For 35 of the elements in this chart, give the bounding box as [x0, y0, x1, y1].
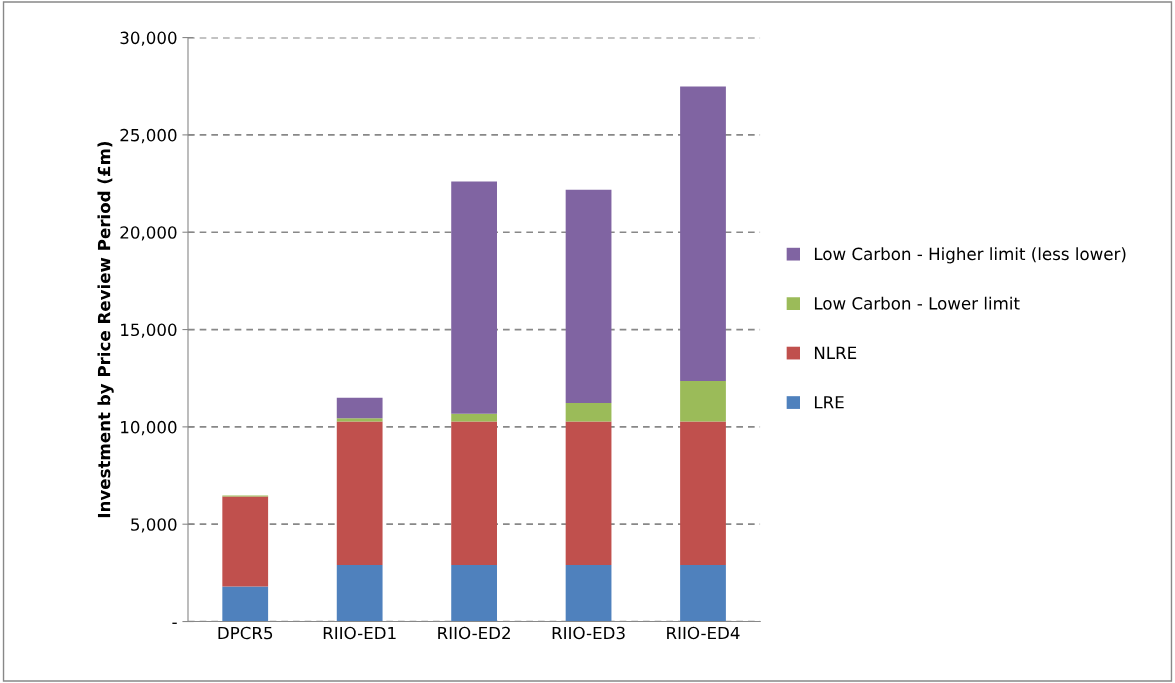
x-tick-label: RIIO-ED4: [667, 626, 740, 640]
bar: [680, 380, 726, 422]
legend-label: Low Carbon - Lower limit: [814, 296, 1020, 310]
bar: [222, 496, 269, 587]
legend-label: NLRE: [814, 346, 857, 359]
y-tick-label: 10,000: [121, 420, 177, 436]
bar: [451, 413, 497, 422]
bar: [222, 586, 269, 622]
y-tick-label: 5,000: [131, 518, 177, 533]
bar: [565, 402, 612, 422]
bar: [565, 421, 612, 566]
x-tick-label: RIIO-ED2: [438, 626, 510, 640]
bar: [680, 565, 726, 622]
bar: [336, 565, 383, 622]
bar: [565, 565, 612, 622]
bar: [680, 86, 726, 381]
x-tick-label: DPCR5: [218, 626, 273, 640]
x-tick-label: RIIO-ED1: [323, 626, 396, 640]
y-tick-label: 20,000: [120, 226, 177, 241]
legend-label: LRE: [814, 396, 844, 409]
bar: [451, 421, 497, 566]
bar: [336, 397, 383, 419]
bar: [451, 565, 497, 622]
bar: [565, 189, 612, 403]
y-tick-label: 25,000: [120, 128, 177, 144]
bar: [680, 421, 726, 566]
y-tick-label: -: [172, 622, 177, 624]
bar: [336, 418, 383, 422]
bar: [336, 421, 383, 566]
x-tick-label: RIIO-ED3: [552, 626, 625, 640]
y-tick-label: 30,000: [120, 31, 177, 46]
y-axis-title: Investment by Price Review Period (£m): [97, 141, 114, 518]
legend-label: Low Carbon - Higher limit (less lower): [814, 247, 1126, 264]
y-tick-label: 15,000: [121, 323, 177, 338]
bar: [451, 181, 497, 414]
